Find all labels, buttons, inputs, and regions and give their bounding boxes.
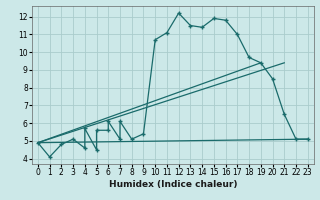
X-axis label: Humidex (Indice chaleur): Humidex (Indice chaleur): [108, 180, 237, 189]
